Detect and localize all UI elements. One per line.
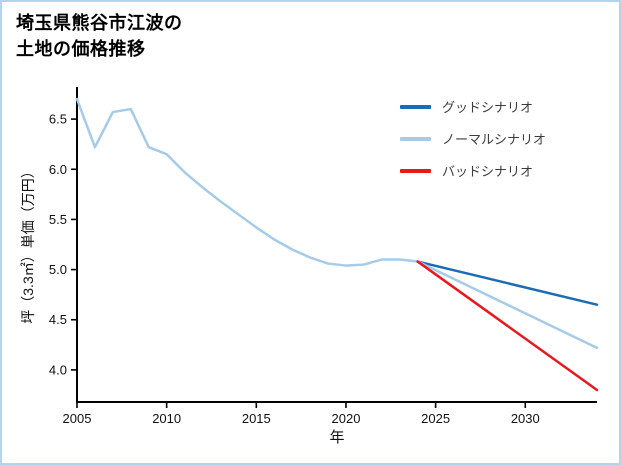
x-axis-label: 年 bbox=[329, 429, 345, 446]
legend-line-swatch bbox=[400, 104, 431, 109]
legend-label: ノーマルシナリオ bbox=[442, 132, 547, 147]
y-tick-label: 6.0 bbox=[49, 162, 67, 177]
x-tick-label: 2030 bbox=[511, 411, 540, 426]
y-tick-label: 5.5 bbox=[49, 212, 67, 227]
legend-label: グッドシナリオ bbox=[442, 100, 534, 115]
legend-line-swatch bbox=[400, 136, 431, 141]
legend: グッドシナリオ ノーマルシナリオ バッドシナリオ bbox=[400, 97, 546, 180]
series-line-normal-scenario bbox=[416, 260, 599, 350]
x-tick-label: 2005 bbox=[63, 411, 92, 426]
legend-item: グッドシナリオ bbox=[400, 97, 546, 116]
y-axis-label: 坪（3.3㎡）単価（万円） bbox=[20, 164, 36, 324]
x-tick-label: 2010 bbox=[152, 411, 181, 426]
y-tick-label: 4.0 bbox=[49, 362, 67, 377]
legend-item: ノーマルシナリオ bbox=[400, 129, 546, 148]
y-tick-label: 6.5 bbox=[49, 112, 67, 127]
series-line-good-scenario bbox=[416, 260, 599, 306]
x-tick-label: 2020 bbox=[332, 411, 361, 426]
legend-line-swatch bbox=[400, 168, 431, 173]
x-tick-label: 2015 bbox=[242, 411, 271, 426]
series-line-history bbox=[75, 97, 419, 267]
chart-title-line1: 埼玉県熊谷市江波の bbox=[16, 13, 183, 33]
legend-label: バッドシナリオ bbox=[442, 164, 534, 179]
y-tick-label: 5.0 bbox=[49, 262, 67, 277]
series-line-bad-scenario bbox=[416, 260, 599, 392]
chart-title-line2: 土地の価格推移 bbox=[16, 39, 146, 59]
x-tick-label: 2025 bbox=[421, 411, 450, 426]
chart-title: 埼玉県熊谷市江波の 土地の価格推移 bbox=[16, 10, 183, 62]
legend-item: バッドシナリオ bbox=[400, 161, 546, 180]
y-tick-label: 4.5 bbox=[49, 312, 67, 327]
